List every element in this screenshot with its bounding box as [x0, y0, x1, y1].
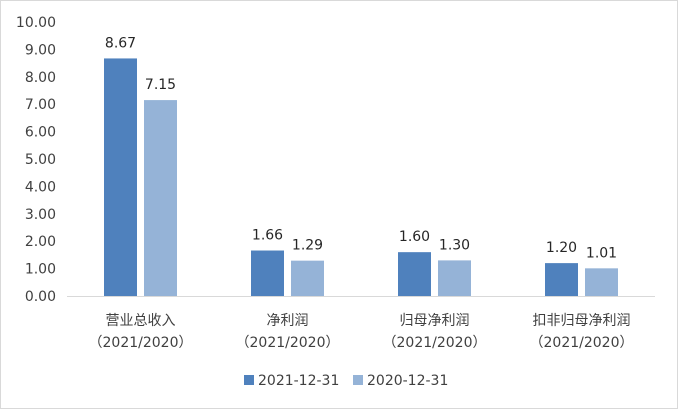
bar	[291, 260, 324, 296]
y-tick-label: 0.00	[25, 289, 56, 305]
bars	[104, 58, 618, 296]
y-tick-label: 7.00	[25, 97, 56, 113]
value-labels: 8.67 7.15 1.66 1.29 1.60 1.30 1.20 1.01	[105, 35, 617, 261]
category-sublabel: （2021/2020）	[530, 335, 634, 351]
y-axis: 0.00 1.00 2.00 3.00 4.00 5.00 6.00 7.00 8.00 9.00…	[16, 15, 56, 305]
data-label: 1.30	[439, 237, 470, 253]
legend-label: 2020-12-31	[367, 373, 448, 389]
y-tick-label: 5.00	[25, 152, 56, 168]
bar	[251, 250, 284, 296]
legend-label: 2021-12-31	[258, 373, 339, 389]
bar	[144, 100, 177, 296]
data-label: 1.66	[252, 228, 283, 244]
bar	[398, 252, 431, 296]
data-label: 1.01	[586, 245, 617, 261]
y-tick-label: 9.00	[25, 42, 56, 58]
legend-swatch	[353, 375, 363, 385]
bar	[438, 260, 471, 296]
y-tick-label: 6.00	[25, 125, 56, 141]
category-sublabel: （2021/2020）	[383, 335, 487, 351]
category-sublabel: （2021/2020）	[89, 335, 193, 351]
category-sublabel: （2021/2020）	[236, 335, 340, 351]
legend: 2021-12-31 2020-12-31	[244, 373, 448, 389]
bar	[104, 58, 137, 296]
data-label: 8.67	[105, 35, 136, 51]
category-label: 营业总收入	[106, 313, 176, 329]
bar	[585, 268, 618, 296]
y-tick-label: 2.00	[25, 234, 56, 250]
legend-swatch	[244, 375, 254, 385]
data-label: 1.20	[546, 240, 577, 256]
x-axis: 营业总收入 （2021/2020） 净利润 （2021/2020） 归母净利润 （2021…	[67, 296, 655, 351]
data-label: 7.15	[145, 77, 176, 93]
y-tick-label: 10.00	[16, 15, 56, 31]
y-tick-label: 1.00	[25, 262, 56, 278]
data-label: 1.29	[292, 238, 323, 254]
category-label: 归母净利润	[400, 312, 470, 329]
y-tick-label: 3.00	[25, 207, 56, 223]
category-label: 扣非归母净利润	[533, 312, 631, 329]
category-label: 净利润	[267, 313, 309, 329]
y-tick-label: 4.00	[25, 179, 56, 195]
y-tick-label: 8.00	[25, 70, 56, 86]
data-label: 1.60	[399, 229, 430, 245]
bar	[545, 263, 578, 296]
